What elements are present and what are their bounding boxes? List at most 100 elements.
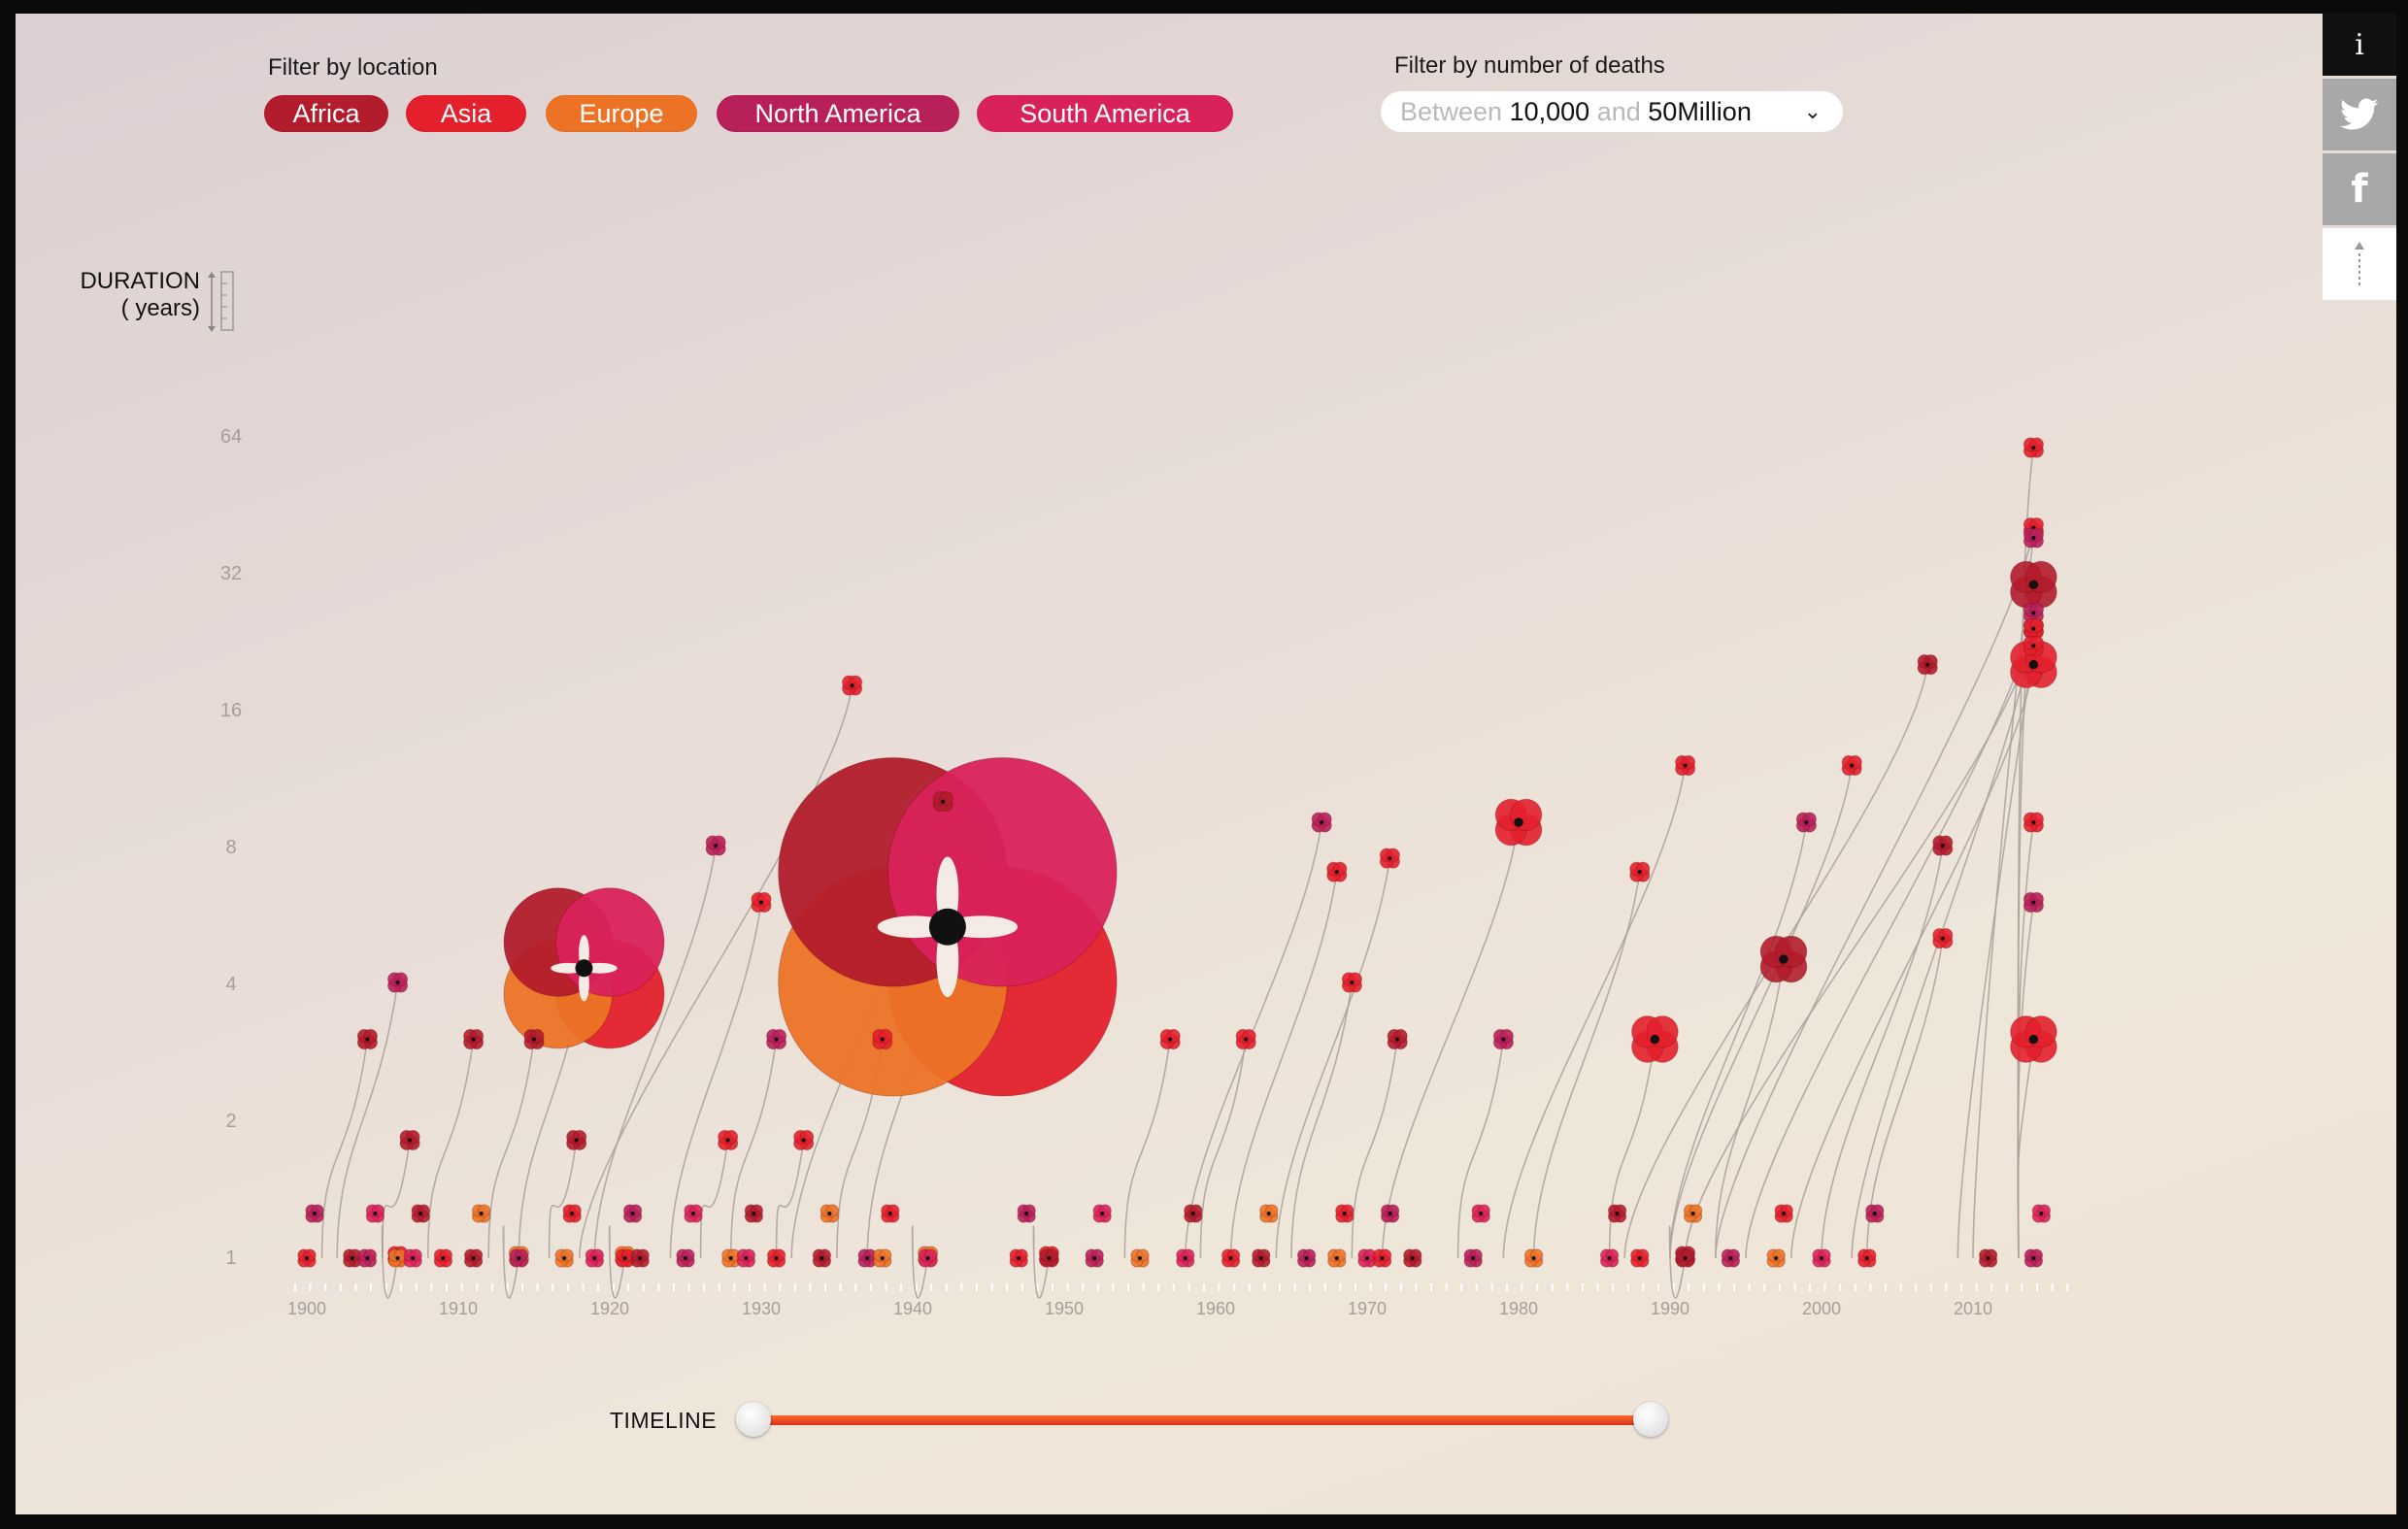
conflict-flower[interactable] (356, 1028, 378, 1050)
baseline-flower[interactable] (857, 1248, 877, 1268)
conflict-flower[interactable] (1341, 972, 1362, 993)
baseline-flower[interactable] (1471, 1204, 1490, 1223)
baseline-flower[interactable] (1630, 1248, 1650, 1268)
baseline-flower[interactable] (1766, 1248, 1786, 1268)
baseline-flower[interactable] (766, 1248, 786, 1268)
baseline-flower[interactable] (1683, 1204, 1703, 1223)
baseline-flower[interactable] (1176, 1248, 1195, 1268)
filter-pill-north-america[interactable]: North America (717, 95, 959, 132)
baseline-flower[interactable] (1857, 1248, 1877, 1268)
baseline-flower[interactable] (1403, 1248, 1422, 1268)
baseline-flower[interactable] (676, 1248, 695, 1268)
baseline-flower[interactable] (615, 1248, 635, 1268)
conflict-flower[interactable] (463, 1028, 485, 1050)
baseline-flower[interactable] (509, 1248, 529, 1268)
baseline-flower[interactable] (1812, 1248, 1831, 1268)
baseline-flower[interactable] (744, 1204, 764, 1223)
timeline-start-handle[interactable] (736, 1402, 771, 1437)
twitter-button[interactable] (2323, 79, 2396, 150)
conflict-flower[interactable] (2023, 602, 2044, 623)
baseline-flower[interactable] (630, 1248, 650, 1268)
conflict-flower[interactable] (2023, 891, 2044, 914)
baseline-flower[interactable] (357, 1248, 378, 1268)
baseline-flower[interactable] (1252, 1248, 1271, 1268)
baseline-flower[interactable] (812, 1248, 832, 1268)
filter-pill-africa[interactable]: Africa (264, 95, 388, 132)
conflict-flower[interactable] (1379, 848, 1400, 869)
conflict-flower[interactable] (932, 791, 953, 813)
baseline-flower[interactable] (1978, 1248, 1998, 1268)
baseline-flower[interactable] (297, 1248, 317, 1268)
conflict-flower[interactable] (2023, 617, 2044, 640)
conflict-flower[interactable] (1841, 754, 1862, 777)
conflict-flower[interactable] (2023, 437, 2044, 458)
baseline-flower[interactable] (1774, 1204, 1793, 1223)
baseline-flower[interactable] (684, 1204, 703, 1223)
conflict-flower[interactable] (1932, 835, 1954, 856)
baseline-flower[interactable] (622, 1204, 643, 1223)
baseline-flower[interactable] (1085, 1248, 1104, 1268)
baseline-flower[interactable] (721, 1248, 741, 1268)
conflict-flower[interactable] (778, 757, 1118, 1097)
baseline-flower[interactable] (1599, 1248, 1620, 1268)
baseline-flower[interactable] (463, 1248, 484, 1268)
baseline-flower[interactable] (305, 1204, 324, 1223)
conflict-flower[interactable] (751, 891, 772, 914)
baseline-flower[interactable] (736, 1248, 756, 1268)
baseline-flower[interactable] (881, 1204, 900, 1223)
timeline-range-track[interactable] (753, 1415, 1653, 1425)
timeline-end-handle[interactable] (1633, 1402, 1668, 1437)
baseline-flower[interactable] (1039, 1248, 1059, 1268)
baseline-flower[interactable] (1607, 1204, 1627, 1223)
conflict-flower[interactable] (566, 1129, 587, 1151)
baseline-flower[interactable] (873, 1248, 892, 1268)
conflict-flower[interactable] (2010, 1015, 2057, 1063)
conflict-flower[interactable] (1629, 861, 1651, 882)
baseline-flower[interactable] (1380, 1204, 1400, 1223)
conflict-flower[interactable] (387, 972, 409, 993)
conflict-flower[interactable] (399, 1129, 420, 1151)
conflict-flower[interactable] (1387, 1028, 1408, 1050)
conflict-flower[interactable] (503, 887, 665, 1049)
baseline-flower[interactable] (1130, 1248, 1150, 1268)
conflict-flower[interactable] (2010, 641, 2057, 688)
conflict-flower[interactable] (1631, 1015, 1679, 1063)
conflict-flower[interactable] (1311, 812, 1332, 833)
baseline-flower[interactable] (1184, 1204, 1203, 1223)
baseline-flower[interactable] (1009, 1248, 1028, 1268)
baseline-flower[interactable] (1523, 1248, 1544, 1268)
conflict-flower[interactable] (766, 1028, 787, 1050)
conflict-flower[interactable] (705, 835, 726, 856)
filter-pill-europe[interactable]: Europe (546, 95, 697, 132)
baseline-flower[interactable] (1675, 1248, 1695, 1268)
baseline-flower[interactable] (1221, 1248, 1241, 1268)
info-button[interactable]: i (2323, 14, 2396, 76)
conflict-flower[interactable] (793, 1129, 815, 1151)
baseline-flower[interactable] (918, 1248, 938, 1268)
baseline-flower[interactable] (585, 1248, 605, 1268)
conflict-flower[interactable] (2010, 560, 2057, 609)
conflict-flower[interactable] (1494, 798, 1543, 847)
baseline-flower[interactable] (819, 1204, 840, 1223)
baseline-flower[interactable] (554, 1248, 574, 1268)
baseline-flower[interactable] (1259, 1204, 1279, 1223)
conflict-flower[interactable] (842, 675, 863, 696)
facebook-button[interactable]: f (2323, 153, 2396, 225)
baseline-flower[interactable] (1357, 1248, 1377, 1268)
conflict-flower[interactable] (718, 1129, 739, 1151)
conflict-flower[interactable] (1159, 1028, 1181, 1050)
conflict-flower[interactable] (2023, 635, 2044, 656)
conflict-flower[interactable] (2023, 812, 2044, 833)
baseline-flower[interactable] (1296, 1248, 1317, 1268)
baseline-flower[interactable] (1865, 1204, 1885, 1223)
baseline-flower[interactable] (1721, 1248, 1741, 1268)
conflict-flower[interactable] (872, 1028, 893, 1050)
conflict-flower[interactable] (523, 1028, 545, 1050)
baseline-flower[interactable] (433, 1248, 453, 1268)
conflict-flower[interactable] (1235, 1028, 1256, 1050)
baseline-flower[interactable] (471, 1204, 491, 1223)
conflict-flower[interactable] (1326, 861, 1348, 882)
baseline-flower[interactable] (343, 1248, 362, 1268)
filter-pill-asia[interactable]: Asia (406, 95, 526, 132)
filter-pill-south-america[interactable]: South America (977, 95, 1233, 132)
